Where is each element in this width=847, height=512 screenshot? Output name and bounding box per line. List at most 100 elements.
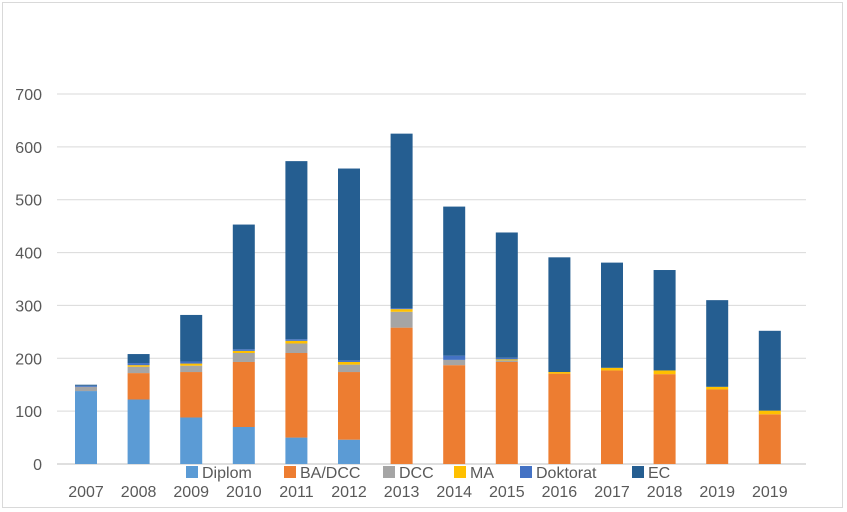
bar-segment-diplom <box>180 417 203 464</box>
bar-segment-dcc <box>338 364 360 373</box>
legend-swatch <box>632 466 644 478</box>
bar-segment-ec <box>285 161 308 340</box>
legend-label: EC <box>648 465 670 482</box>
bar-segment-ec <box>548 257 571 373</box>
bar-segment-doktorat <box>443 355 466 360</box>
bar-segment-ba-dcc <box>495 361 518 464</box>
bar-segment-ec <box>75 384 97 386</box>
legend-label: BA/DCC <box>300 465 360 482</box>
y-tick-label: 200 <box>15 351 42 368</box>
bar-segment-ba-dcc <box>443 365 466 464</box>
bar-segment-dcc <box>127 366 150 374</box>
x-tick-label: 2010 <box>226 484 262 501</box>
bar-segment-ba-dcc <box>180 372 203 418</box>
x-tick-label: 2014 <box>436 484 472 501</box>
gridlines <box>57 93 806 465</box>
legend-swatch <box>520 466 532 478</box>
bar-segment-ec <box>653 270 676 371</box>
y-tick-label: 700 <box>15 87 42 104</box>
x-tick-label: 2009 <box>173 484 209 501</box>
x-tick-label: 2017 <box>594 484 630 501</box>
y-tick-label: 500 <box>15 193 42 210</box>
bar-segment-ba-dcc <box>232 361 255 427</box>
bar-segment-ec <box>390 133 413 309</box>
legend-swatch <box>284 466 296 478</box>
bars <box>75 133 781 464</box>
x-tick-label: 2016 <box>542 484 578 501</box>
bar-segment-doktorat <box>180 361 203 364</box>
bar-segment-ma <box>127 365 150 367</box>
y-tick-label: 600 <box>15 140 42 157</box>
bar-segment-diplom <box>338 439 360 464</box>
bar-segment-ec <box>338 168 360 361</box>
x-axis-ticks: 2007 2008 2009 2010 2011 2012 2013 2014 2015 2016… <box>68 484 787 501</box>
bar-segment-diplom <box>75 391 97 464</box>
y-tick-label: 100 <box>15 404 42 421</box>
bar-segment-ma <box>232 350 255 353</box>
x-tick-label: 2019 <box>752 484 788 501</box>
legend-swatch <box>454 466 466 478</box>
bar-segment-ec <box>443 206 466 356</box>
bar-segment-doktorat <box>338 360 360 362</box>
bar-segment-dcc <box>495 360 518 362</box>
bar-segment-ba-dcc <box>548 373 571 464</box>
bar-segment-doktorat <box>75 385 97 387</box>
bar-segment-diplom <box>127 399 150 464</box>
legend-label: Diplom <box>202 465 252 482</box>
x-tick-label: 2012 <box>331 484 367 501</box>
bar-segment-ba-dcc <box>706 389 729 464</box>
bar-segment-ba-dcc <box>601 370 623 464</box>
bar-segment-doktorat <box>390 308 413 310</box>
x-tick-label: 2015 <box>489 484 525 501</box>
bar-segment-doktorat <box>232 349 255 351</box>
legend-swatch <box>186 466 198 478</box>
bar-segment-ma <box>548 372 571 374</box>
bar-segment-ba-dcc <box>338 372 360 440</box>
bar-segment-ma <box>653 370 676 375</box>
bar-segment-ec <box>495 232 518 358</box>
bar-segment-doktorat <box>127 363 150 366</box>
y-tick-label: 400 <box>15 246 42 263</box>
bar-segment-ec <box>601 262 623 368</box>
bar-segment-ma <box>390 309 413 312</box>
x-tick-label: 2008 <box>121 484 157 501</box>
bar-segment-ba-dcc <box>285 353 308 438</box>
bar-segment-ma <box>601 367 623 371</box>
bar-segment-ec <box>180 314 203 362</box>
bar-segment-dcc <box>443 359 466 366</box>
x-tick-label: 2019 <box>699 484 735 501</box>
x-tick-label: 2007 <box>68 484 104 501</box>
bar-segment-doktorat <box>285 339 308 341</box>
bar-segment-ma <box>758 410 781 415</box>
bar-segment-ba-dcc <box>653 374 676 464</box>
bar-segment-ba-dcc <box>127 373 150 400</box>
bar-segment-ec <box>232 224 255 350</box>
legend-label: DCC <box>399 465 434 482</box>
bar-segment-dcc <box>180 365 203 373</box>
y-tick-label: 300 <box>15 298 42 315</box>
bar-segment-diplom <box>232 427 255 464</box>
y-axis-ticks: 0 100 200 300 400 500 600 700 <box>15 87 42 474</box>
bar-segment-ma <box>180 363 203 366</box>
bar-segment-ma <box>495 359 518 361</box>
legend-label: MA <box>470 465 494 482</box>
bar-segment-doktorat <box>495 357 518 360</box>
legend-label: Doktorat <box>536 465 597 482</box>
bar-segment-dcc <box>75 386 97 392</box>
bar-segment-diplom <box>285 437 308 464</box>
legend-swatch <box>383 466 395 478</box>
x-tick-label: 2011 <box>279 484 314 501</box>
bar-segment-ma <box>285 340 308 344</box>
bar-segment-ba-dcc <box>758 414 781 464</box>
bar-segment-dcc <box>390 311 413 328</box>
legend: Diplom BA/DCC DCC MA Doktorat EC <box>186 465 670 482</box>
x-tick-label: 2018 <box>647 484 683 501</box>
y-tick-label: 0 <box>33 457 42 474</box>
bar-segment-ec <box>127 354 150 364</box>
bar-segment-ma <box>338 361 360 365</box>
bar-segment-dcc <box>232 353 255 362</box>
bar-segment-ma <box>706 386 729 390</box>
x-tick-label: 2013 <box>384 484 420 501</box>
bar-segment-ec <box>758 330 781 411</box>
